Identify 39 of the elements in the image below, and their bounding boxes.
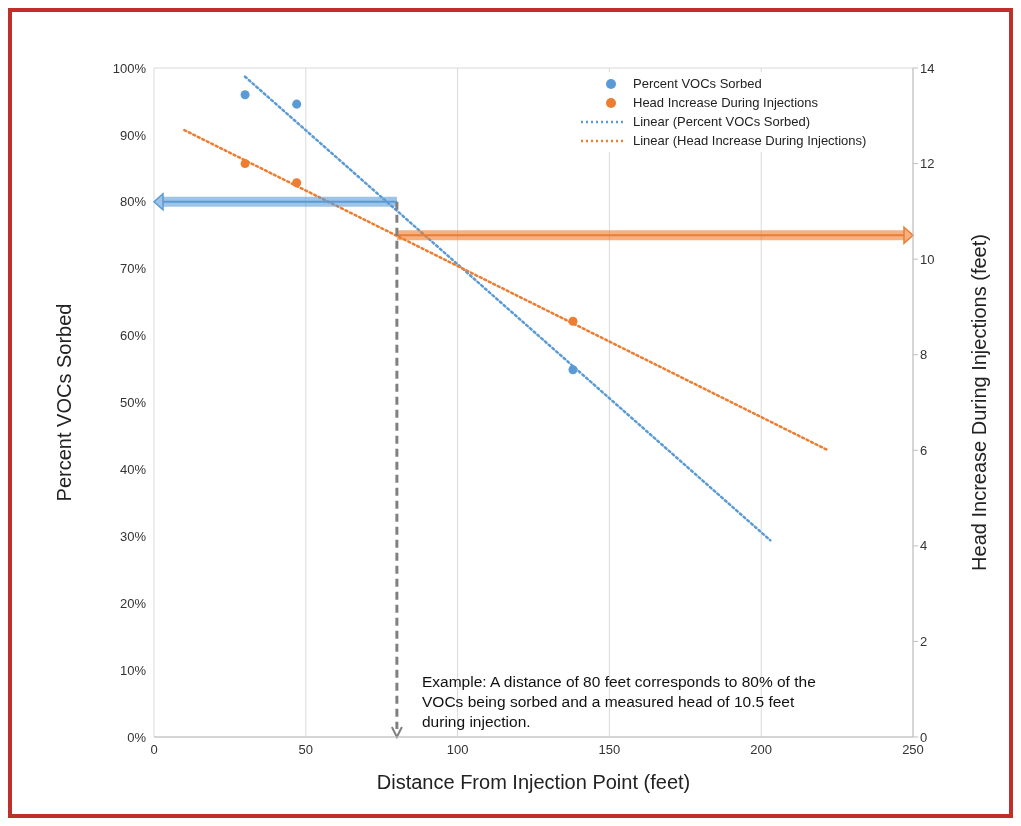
y-tick-label: 0% (127, 729, 147, 745)
y-tick-label: 10% (119, 662, 147, 678)
y-tick-label: 100% (112, 60, 147, 76)
y2-tick-label: 4 (920, 538, 928, 554)
x-tick-label: 200 (750, 742, 773, 758)
y2-tick-label: 0 (920, 729, 928, 745)
y-tick-label: 60% (119, 328, 147, 344)
x-tick-label: 0 (150, 742, 158, 758)
y-tick-label: 90% (119, 127, 147, 143)
point (568, 316, 578, 326)
y2-tick-label: 8 (920, 347, 928, 363)
legend-label: Head Increase During Injections (633, 94, 818, 112)
x-tick-label: 100 (446, 742, 469, 758)
y-tick-label: 40% (119, 462, 147, 478)
x-tick-label: 150 (598, 742, 621, 758)
y-tick-label: 20% (119, 595, 147, 611)
y-tick-label: 50% (119, 395, 147, 411)
y2-tick-label: 6 (920, 442, 928, 458)
y-tick-label: 30% (119, 528, 147, 544)
y2-tick-label: 12 (920, 156, 935, 172)
point (568, 365, 578, 375)
x-tick-label: 50 (298, 742, 314, 758)
y2-tick-label: 14 (920, 60, 935, 76)
y-tick-label: 70% (119, 261, 147, 277)
point (240, 159, 250, 169)
x-axis-title: Distance From Injection Point (feet) (376, 771, 691, 793)
y2-axis-title: Head Increase During Injections (feet) (968, 234, 991, 571)
legend-label: Linear (Head Increase During Injections) (633, 132, 867, 150)
legend-label: Linear (Percent VOCs Sorbed) (633, 113, 811, 131)
y2-tick-label: 2 (920, 634, 928, 650)
annotation: Example: A distance of 80 feet corresponds to 80% of the VOCs being sorbed and a measured head of 10.5 feet during injection. (422, 672, 817, 732)
point (240, 90, 250, 100)
y2-tick-label: 10 (920, 251, 935, 267)
y-tick-label: 80% (119, 194, 147, 210)
legend-label: Percent VOCs Sorbed (633, 75, 762, 93)
point (292, 99, 302, 109)
point (292, 178, 302, 188)
x-tick-label: 250 (902, 742, 924, 758)
y-axis-title: Percent VOCs Sorbed (53, 303, 76, 502)
